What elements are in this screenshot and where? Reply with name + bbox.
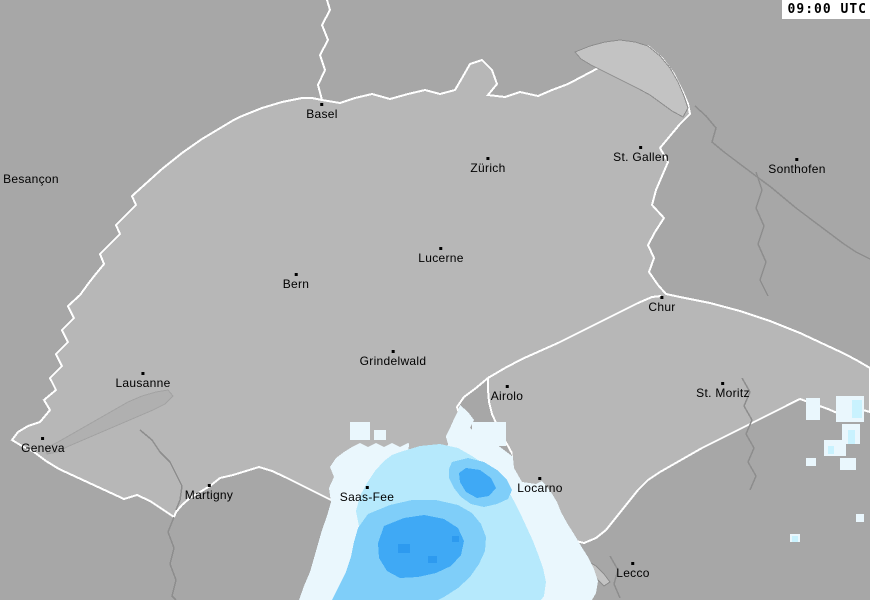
lake-constance xyxy=(574,39,689,118)
radar-patch xyxy=(806,398,820,420)
radar-layer xyxy=(299,396,864,600)
radar-patch-core xyxy=(792,536,798,542)
radar-patch xyxy=(374,430,386,440)
radar-patch-core xyxy=(848,430,855,444)
region-border-france-south xyxy=(167,516,177,600)
border-ticino-graubuenden xyxy=(487,295,662,379)
region-border-savoie xyxy=(139,429,183,511)
border-rhine-north-of-basel xyxy=(316,0,332,101)
radar-area-heavy-core xyxy=(378,515,464,578)
region-border-italy-east xyxy=(741,377,757,491)
radar-intense-cell xyxy=(428,556,437,563)
radar-area-heavy-ne xyxy=(459,468,496,498)
radar-patch-core xyxy=(852,400,862,418)
radar-intense-cell xyxy=(452,536,459,542)
radar-intense-cell xyxy=(398,544,410,553)
timestamp-badge: 09:00 UTC xyxy=(781,0,870,19)
region-border-germany-austria xyxy=(694,105,870,260)
radar-patch xyxy=(472,422,506,446)
radar-patch xyxy=(856,514,864,522)
radar-patch xyxy=(824,440,846,456)
lake-geneva xyxy=(45,389,174,455)
radar-patch-core xyxy=(828,446,834,454)
radar-patch xyxy=(840,458,856,470)
radar-gap xyxy=(512,446,552,484)
radar-patch xyxy=(806,458,816,466)
region-border-austria-inner xyxy=(755,171,769,297)
radar-patch xyxy=(350,422,370,440)
region-border-italy-south xyxy=(609,555,621,599)
